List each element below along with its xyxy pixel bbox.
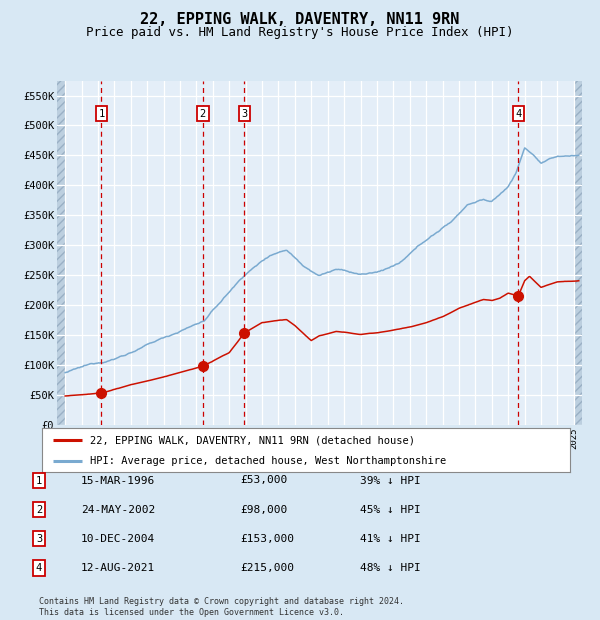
Bar (57, 81, 65, 425)
Text: 15-MAR-1996: 15-MAR-1996 (81, 476, 155, 485)
Text: £153,000: £153,000 (240, 534, 294, 544)
Text: 10-DEC-2004: 10-DEC-2004 (81, 534, 155, 544)
Text: £215,000: £215,000 (240, 563, 294, 573)
Text: 1: 1 (98, 108, 104, 118)
Text: 2: 2 (36, 505, 42, 515)
Text: 24-MAY-2002: 24-MAY-2002 (81, 505, 155, 515)
Text: 4: 4 (36, 563, 42, 573)
Text: Price paid vs. HM Land Registry's House Price Index (HPI): Price paid vs. HM Land Registry's House … (86, 26, 514, 39)
Text: 22, EPPING WALK, DAVENTRY, NN11 9RN: 22, EPPING WALK, DAVENTRY, NN11 9RN (140, 12, 460, 27)
Text: 3: 3 (36, 534, 42, 544)
Bar (574, 81, 582, 425)
Text: Contains HM Land Registry data © Crown copyright and database right 2024.
This d: Contains HM Land Registry data © Crown c… (39, 598, 404, 617)
Text: 39% ↓ HPI: 39% ↓ HPI (360, 476, 421, 485)
Text: £98,000: £98,000 (240, 505, 287, 515)
Text: 1: 1 (36, 476, 42, 485)
Text: 22, EPPING WALK, DAVENTRY, NN11 9RN (detached house): 22, EPPING WALK, DAVENTRY, NN11 9RN (det… (89, 435, 415, 445)
Text: £53,000: £53,000 (240, 476, 287, 485)
Text: 2: 2 (200, 108, 206, 118)
Text: 48% ↓ HPI: 48% ↓ HPI (360, 563, 421, 573)
Text: 41% ↓ HPI: 41% ↓ HPI (360, 534, 421, 544)
Text: 45% ↓ HPI: 45% ↓ HPI (360, 505, 421, 515)
Text: 4: 4 (515, 108, 521, 118)
Text: 3: 3 (241, 108, 247, 118)
Text: 12-AUG-2021: 12-AUG-2021 (81, 563, 155, 573)
Text: HPI: Average price, detached house, West Northamptonshire: HPI: Average price, detached house, West… (89, 456, 446, 466)
